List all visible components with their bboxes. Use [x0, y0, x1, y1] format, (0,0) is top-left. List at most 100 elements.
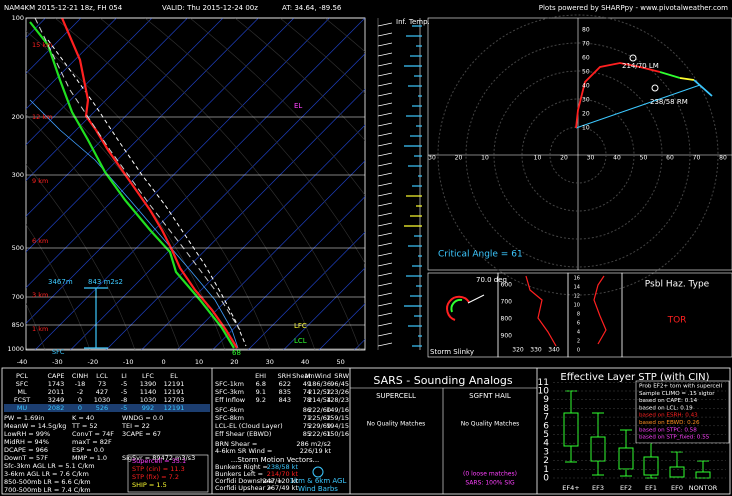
model-run: NAM4KM 2015-12-21 18z, FH 054 [4, 4, 123, 12]
kin-cell: 9.2 [256, 396, 266, 404]
valid-time: VALID: Thu 2015-12-24 00z [162, 4, 258, 12]
lcl-label: LCL [294, 337, 307, 345]
isotherm [283, 267, 365, 350]
index: LowRH = 99% [4, 430, 50, 438]
thermo-cell: 1390 [140, 380, 157, 388]
height-label: 15 km [32, 41, 52, 49]
hodo-y-label: 80 [582, 27, 590, 34]
isotherm [26, 18, 259, 253]
kin-cell: 78 [303, 396, 311, 404]
hodo-y-label: 10 [582, 125, 590, 132]
barb [377, 192, 393, 197]
barb [377, 42, 393, 47]
thermo-cell: -18 [75, 380, 86, 388]
pressure-label: 500 [12, 244, 24, 252]
index: MMP = 1.0 [72, 454, 107, 462]
barb [377, 242, 393, 247]
bottom-panels: 1km & 6km AGL Wind Barbs ...Storm Motion… [1, 367, 731, 495]
isotherm [26, 18, 188, 181]
thermo-cell: 3249 [48, 396, 65, 404]
temp-label: -10 [123, 358, 134, 366]
dry-adiabat [26, 164, 136, 350]
motion-value: 238/58 kt [267, 463, 299, 471]
thermo-cell: 0 [78, 396, 82, 404]
stp-y-label: 9 [543, 395, 549, 405]
hodo-y-label: 70 [582, 41, 590, 48]
thermo-cell: SFC [16, 380, 29, 388]
dry-adiabat [26, 30, 271, 350]
thermo-header: LFC [142, 372, 154, 380]
srwind-h-label: 16 [574, 276, 580, 282]
kin-cell: 222/60 [308, 406, 331, 414]
motion-value: 214/70 kt [267, 470, 299, 478]
stp-category: NONTOR [689, 484, 718, 492]
skewt-frame [25, 17, 366, 351]
barb [377, 182, 393, 187]
index: ESP = 0.0 [72, 446, 104, 454]
temp-label: -30 [52, 358, 63, 366]
kin-extra: 4-6km SR Wind = [215, 447, 272, 455]
isotherm [34, 18, 365, 350]
barb [377, 92, 393, 97]
sars-sig: SARS: 100% SIG [465, 480, 515, 487]
kin-cell: Eff Shear (EBWD) [215, 430, 271, 438]
barb [377, 332, 393, 337]
barb [377, 162, 393, 167]
whisker [697, 460, 709, 472]
pressure-label: 200 [12, 113, 24, 121]
hodo-0-3km [575, 62, 661, 129]
hodo-x-label: 60 [666, 155, 674, 162]
box [669, 466, 685, 478]
thermo-cell: 1030 [94, 396, 111, 404]
kin-cell: 6.8 [256, 380, 266, 388]
stp-legend: Sample CLIMO = .15 sigtor [639, 391, 715, 397]
barb [377, 112, 393, 117]
stp-category: EF1 [645, 484, 657, 492]
index: DownT = 57F [4, 454, 48, 462]
thermo-header: PCL [16, 372, 28, 380]
dry-adiabat [144, 18, 365, 265]
credit: Plots powered by SHARPpy - www.pivotalwe… [539, 4, 728, 12]
wind-barbs [377, 18, 422, 350]
composite: SHIP = 1.5 [132, 481, 167, 489]
ring [465, 42, 691, 268]
thetae-t-label: 340 [548, 347, 560, 354]
stp-category: EF0 [671, 484, 683, 492]
isotherm [26, 18, 330, 324]
index: 3CAPE = 67 [122, 430, 161, 438]
skewt: 3467m 843 m2s2 LFC LCL EL 68 Inf. Temp. [0, 17, 430, 357]
eff-srh-label: 843 m2s2 [88, 278, 123, 286]
thetae-p-label: 800 [501, 316, 513, 323]
whisker [645, 432, 657, 479]
hodo-rings [437, 14, 719, 296]
temp-label: 30 [266, 358, 274, 366]
kin-cell: 843 [279, 396, 291, 404]
index: TT = 52 [71, 422, 98, 430]
thermo-cell: 0 [78, 404, 82, 412]
thermo-cell: 1030 [140, 396, 157, 404]
temp-label: -20 [87, 358, 98, 366]
thermo-header: EL [170, 372, 178, 380]
barb [377, 212, 393, 217]
stp-legend: based on STP_fixed: 0.55 [639, 435, 710, 441]
barb [377, 342, 393, 347]
stp-y-label: 2 [543, 456, 549, 466]
motion: Corfidi Downshear = [215, 477, 282, 485]
barb [377, 122, 393, 127]
index: MeanW = 14.5g/kg [4, 422, 66, 430]
stp-y-label: 1 [543, 465, 549, 475]
stp-y-label: 3 [543, 447, 549, 457]
thetae-p-label: 900 [501, 333, 513, 340]
isotherm [0, 18, 10, 350]
kin-cell: 214/54 [308, 396, 331, 404]
barb [377, 232, 393, 237]
thermo-cell: -5 [121, 388, 127, 396]
kin-cell: 74 [303, 388, 311, 396]
barb [377, 222, 393, 227]
stp-category: EF2 [620, 484, 632, 492]
pressure-label: 1000 [7, 345, 24, 353]
kin-extra-value: 226/19 kt [300, 447, 332, 455]
kin-header: SRW [334, 372, 349, 380]
kin-cell: 75 [303, 422, 311, 430]
dry-adiabat [26, 114, 181, 350]
